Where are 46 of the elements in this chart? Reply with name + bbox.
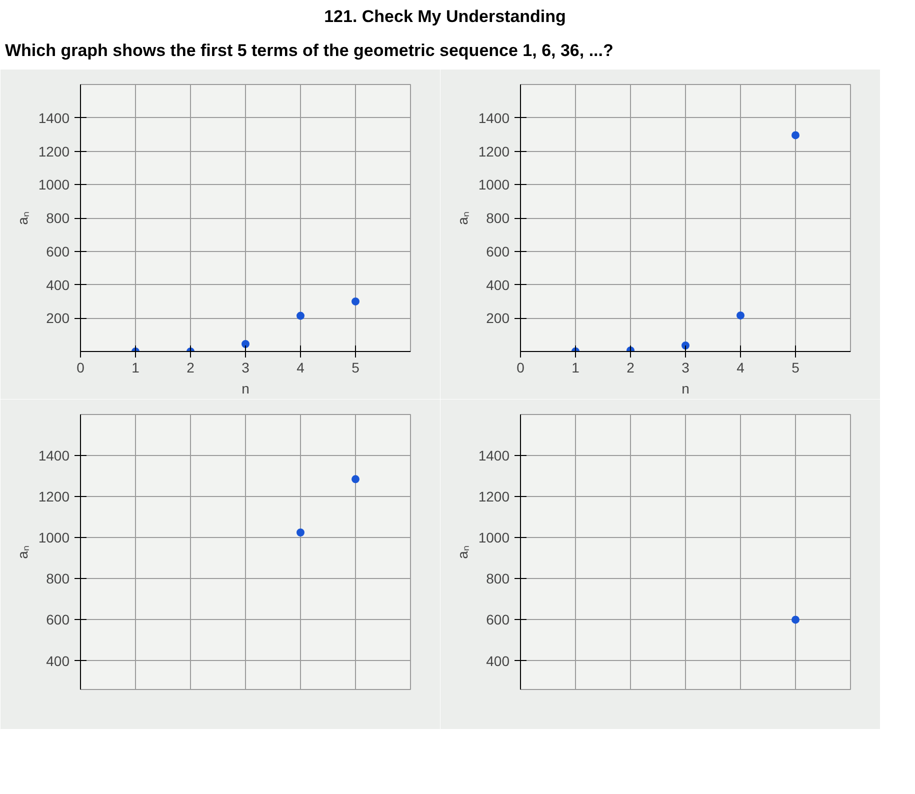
y-tick-label: 200 bbox=[46, 310, 70, 326]
y-tick-label: 1200 bbox=[38, 142, 70, 159]
y-tick-label: 1400 bbox=[478, 109, 510, 126]
y-tick-label: 800 bbox=[46, 210, 70, 226]
x-tick-label: 0 bbox=[516, 359, 525, 376]
x-tick-label: 0 bbox=[76, 359, 85, 376]
y-tick-label: 1000 bbox=[38, 176, 70, 192]
y-axis-title: aₙ bbox=[14, 544, 30, 558]
y-tick-label: 1200 bbox=[478, 142, 510, 159]
x-tick-label: 2 bbox=[626, 359, 635, 376]
y-tick-label: 800 bbox=[486, 570, 510, 586]
y-tick-label: 200 bbox=[486, 310, 510, 326]
x-tick-label: 5 bbox=[792, 359, 800, 376]
y-tick-label: 600 bbox=[46, 242, 70, 259]
y-tick-label: 1400 bbox=[38, 109, 70, 126]
x-tick-label: 1 bbox=[132, 359, 140, 376]
y-tick-label: 400 bbox=[486, 652, 510, 668]
x-tick-label: 3 bbox=[242, 359, 250, 376]
y-tick-label: 1200 bbox=[478, 488, 510, 504]
y-tick-label: 600 bbox=[46, 611, 70, 628]
text: 121. Check My Understanding bbox=[324, 6, 566, 28]
x-axis-title: n bbox=[682, 380, 690, 396]
y-tick-label: 1000 bbox=[38, 529, 70, 546]
x-tick-label: 3 bbox=[682, 359, 690, 376]
x-tick-label: 4 bbox=[736, 359, 745, 376]
y-axis-title: aₙ bbox=[454, 210, 470, 224]
y-tick-label: 800 bbox=[46, 570, 70, 586]
y-tick-label: 400 bbox=[46, 652, 70, 668]
x-axis-title: n bbox=[242, 380, 250, 396]
y-tick-label: 400 bbox=[46, 276, 70, 292]
y-axis-title: aₙ bbox=[14, 210, 30, 224]
x-tick-label: 4 bbox=[296, 359, 305, 376]
y-tick-label: 1200 bbox=[38, 488, 70, 504]
y-tick-label: 600 bbox=[486, 611, 510, 628]
y-tick-label: 400 bbox=[486, 276, 510, 292]
y-tick-label: 1400 bbox=[38, 447, 70, 464]
y-tick-label: 600 bbox=[486, 242, 510, 259]
chart-subtitle: Which graph shows the first 5 terms of the geometric sequence 1, 6, 36, ...? bbox=[5, 40, 614, 62]
x-tick-label: 2 bbox=[186, 359, 195, 376]
y-tick-label: 800 bbox=[486, 210, 510, 226]
x-tick-label: 5 bbox=[352, 359, 360, 376]
x-tick-label: 1 bbox=[572, 359, 580, 376]
y-axis-title: aₙ bbox=[454, 544, 470, 558]
y-tick-label: 1000 bbox=[478, 529, 510, 546]
y-tick-label: 1400 bbox=[478, 447, 510, 464]
y-tick-label: 1000 bbox=[478, 176, 510, 192]
